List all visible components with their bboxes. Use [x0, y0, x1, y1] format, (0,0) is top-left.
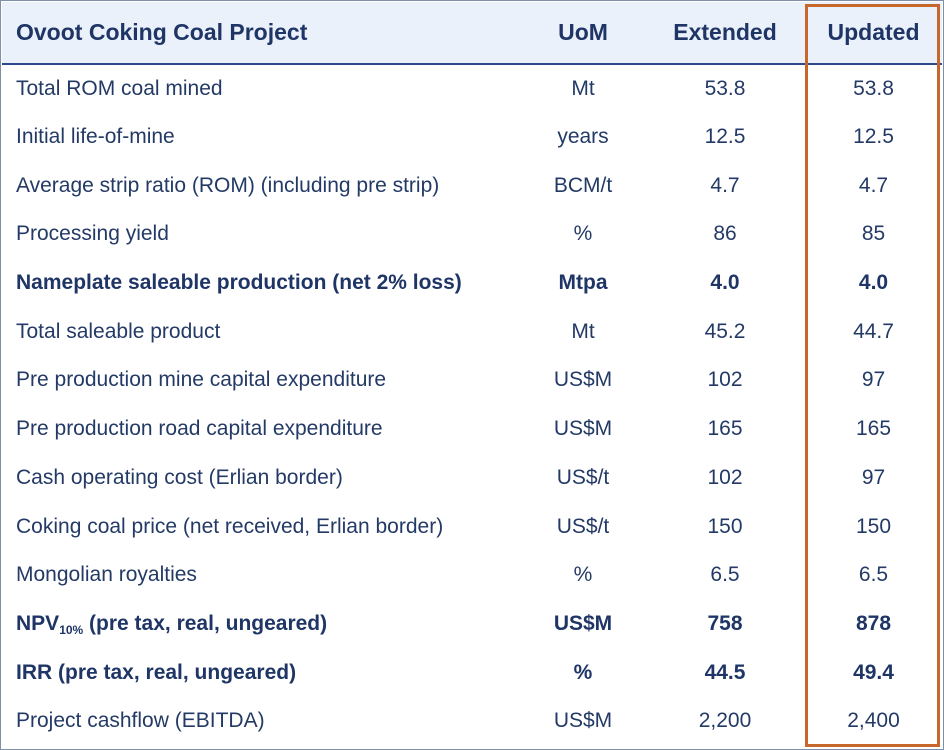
table-row: Total ROM coal mined Mt 53.8 53.8	[2, 64, 942, 113]
npv-subscript: 10%	[59, 622, 84, 637]
row-extended: 150	[707, 514, 743, 538]
row-label: IRR (pre tax, real, ungeared)	[16, 660, 297, 684]
row-label: Pre production road capital expenditure	[16, 417, 383, 441]
row-updated: 878	[855, 611, 892, 635]
row-extended: 53.8	[704, 76, 746, 100]
row-extended: 45.2	[704, 319, 746, 343]
table-row: Coking coal price (net received, Erlian …	[2, 502, 942, 551]
row-uom: %	[573, 563, 593, 587]
row-uom: %	[573, 222, 593, 246]
table-header-row: Ovoot Coking Coal Project UoM Extended U…	[2, 2, 942, 65]
row-extended: 6.5	[710, 563, 740, 587]
row-label: Processing yield	[16, 222, 169, 246]
row-uom: years	[557, 125, 609, 149]
row-extended: 102	[707, 465, 743, 489]
row-uom: US$/t	[556, 465, 610, 489]
row-updated: 165	[855, 417, 892, 441]
row-updated: 53.8	[853, 76, 894, 100]
table-row-bold: Nameplate saleable production (net 2% lo…	[2, 259, 942, 308]
row-label: Nameplate saleable production (net 2% lo…	[16, 271, 462, 295]
row-updated: 6.5	[858, 563, 889, 587]
table-row: Pre production road capital expenditure …	[2, 405, 942, 454]
table-row: Average strip ratio (ROM) (including pre…	[2, 161, 942, 210]
header-updated: Updated	[805, 2, 942, 65]
row-uom: US$M	[553, 709, 613, 733]
row-uom: US$M	[553, 417, 613, 441]
row-label: Project cashflow (EBITDA)	[16, 709, 265, 733]
row-label: Initial life-of-mine	[16, 125, 175, 149]
npv-label-suffix: (pre tax, real, ungeared)	[83, 611, 328, 635]
row-uom: %	[573, 660, 593, 684]
table-row: Pre production mine capital expenditure …	[2, 356, 942, 405]
table-row-bold: IRR (pre tax, real, ungeared) % 44.5 49.…	[2, 648, 942, 697]
row-extended: 4.7	[710, 173, 740, 197]
row-uom: Mt	[571, 76, 595, 100]
row-uom: Mtpa	[558, 271, 608, 295]
row-uom: US$M	[553, 368, 613, 392]
table-row: Initial life-of-mine years 12.5 12.5	[2, 113, 942, 162]
row-updated: 4.7	[858, 173, 889, 197]
table-row-bold: NPV10% (pre tax, real, ungeared) US$M 75…	[2, 600, 942, 649]
row-extended: 44.5	[704, 660, 746, 684]
row-label: Cash operating cost (Erlian border)	[16, 465, 343, 489]
row-extended: 86	[713, 222, 737, 246]
row-extended: 2,200	[698, 709, 752, 733]
table-row: Cash operating cost (Erlian border) US$/…	[2, 454, 942, 503]
row-extended: 4.0	[710, 271, 740, 295]
row-label: Total saleable product	[16, 319, 221, 343]
row-label: Average strip ratio (ROM) (including pre…	[16, 173, 440, 197]
row-uom: US$/t	[556, 514, 610, 538]
row-updated: 12.5	[853, 125, 894, 149]
row-updated: 150	[855, 514, 892, 538]
row-updated: 49.4	[853, 660, 894, 684]
header-extended: Extended	[645, 2, 805, 65]
header-uom: UoM	[521, 2, 645, 65]
header-project: Ovoot Coking Coal Project	[2, 2, 521, 65]
row-label: Pre production mine capital expenditure	[16, 368, 387, 392]
row-label: Coking coal price (net received, Erlian …	[16, 514, 444, 538]
table-row: Project cashflow (EBITDA) US$M 2,200 2,4…	[2, 697, 942, 746]
row-extended: 165	[707, 417, 743, 441]
row-updated: 97	[861, 368, 886, 392]
table-row: Total saleable product Mt 45.2 44.7	[2, 307, 942, 356]
row-extended: 102	[707, 368, 743, 392]
npv-label: NPV	[16, 611, 60, 635]
row-updated: 85	[861, 222, 886, 246]
row-label-npv: NPV10% (pre tax, real, ungeared)	[2, 600, 521, 649]
row-updated: 44.7	[853, 319, 894, 343]
row-updated: 4.0	[858, 271, 889, 295]
row-label: Mongolian royalties	[16, 563, 197, 587]
row-extended: 12.5	[704, 125, 746, 149]
row-uom: BCM/t	[553, 173, 613, 197]
row-updated: 97	[861, 465, 886, 489]
row-updated: 2,400	[847, 709, 900, 733]
row-uom: US$M	[553, 611, 613, 635]
table-row: Mongolian royalties % 6.5 6.5	[2, 551, 942, 600]
row-extended: 758	[707, 611, 743, 635]
row-label: Total ROM coal mined	[16, 76, 223, 100]
row-uom: Mt	[571, 319, 595, 343]
table-row: Processing yield % 86 85	[2, 210, 942, 259]
